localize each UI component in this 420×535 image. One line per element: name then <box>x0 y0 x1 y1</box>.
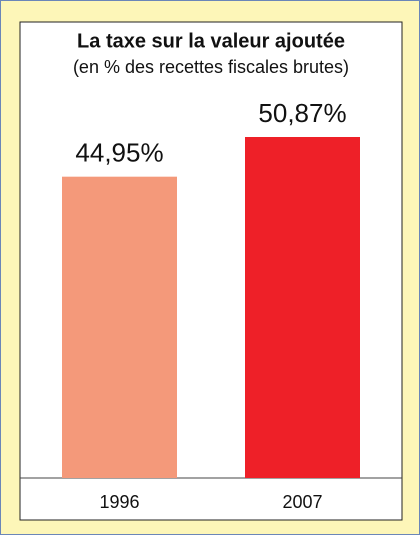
value-label: 44,95% <box>75 138 163 168</box>
chart-subtitle: (en % des recettes fiscales brutes) <box>73 57 349 77</box>
x-tick-label: 2007 <box>282 492 322 512</box>
value-label: 50,87% <box>258 98 346 128</box>
bar <box>245 137 360 478</box>
chart-title: La taxe sur la valeur ajoutée <box>77 30 345 52</box>
bar <box>62 176 177 478</box>
x-tick-label: 1996 <box>99 492 139 512</box>
